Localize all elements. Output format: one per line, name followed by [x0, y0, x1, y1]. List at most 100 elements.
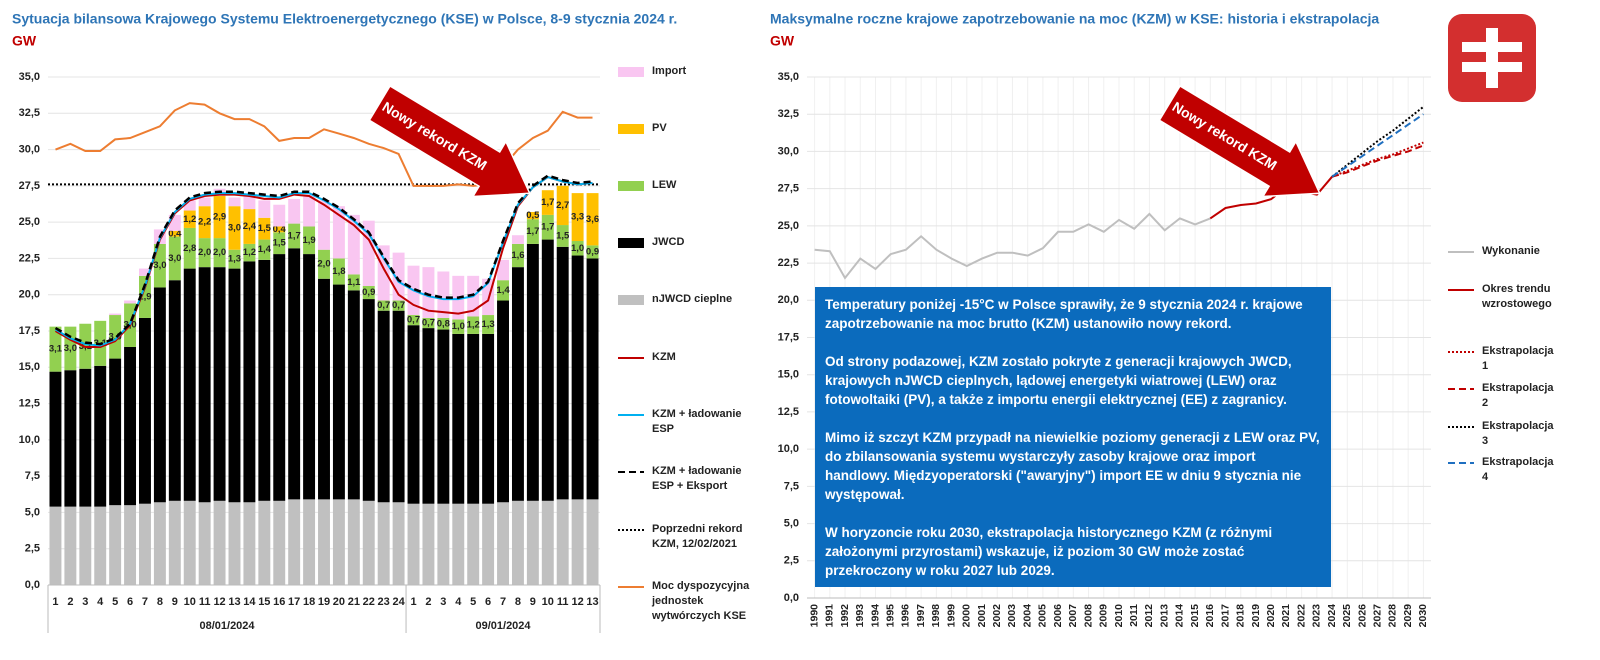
bar-segment	[511, 243, 524, 268]
data-label: 1,5	[556, 230, 570, 241]
bar-segment	[377, 300, 390, 311]
x-tick-label: 1	[410, 596, 416, 608]
x-tick-label: 1996	[900, 604, 912, 628]
bar-segment	[109, 313, 122, 316]
x-tick-label: 2007	[1067, 604, 1079, 628]
bar-segment	[541, 500, 554, 585]
bar-segment	[437, 317, 450, 330]
bar-segment	[347, 214, 360, 275]
x-tick-label: 12	[213, 596, 225, 608]
bar-segment	[437, 271, 450, 318]
bar-segment	[288, 198, 301, 224]
bar-segment	[228, 249, 241, 269]
bar-segment	[452, 319, 465, 334]
bar-segment	[168, 280, 181, 501]
x-tick-label: 24	[392, 596, 405, 608]
data-label: 1,5	[273, 238, 287, 249]
data-label: 0,4	[168, 228, 182, 239]
data-label: 0,4	[273, 224, 287, 235]
bar-segment	[318, 278, 330, 500]
chart-title: Maksymalne roczne krajowe zapotrzebowani…	[770, 11, 1379, 27]
x-tick-label: 1999	[945, 604, 957, 628]
y-tick-label: 20,0	[778, 294, 799, 306]
bar-segment	[243, 261, 256, 503]
x-tick-label: 2014	[1174, 604, 1186, 628]
bar-segment	[571, 193, 584, 242]
bar-segment	[541, 214, 554, 240]
data-label: 1,5	[258, 223, 272, 234]
data-label: 1,1	[347, 277, 361, 288]
bar-segment	[571, 255, 584, 500]
bar-segment	[497, 300, 509, 503]
legend-label: KZM + ładowanie ESP + Eksport	[652, 465, 742, 492]
y-tick-label: 32,5	[19, 107, 40, 119]
x-tick-label: 8	[515, 596, 521, 608]
y-tick-label: 22,5	[778, 257, 799, 269]
x-tick-label: 2012	[1143, 604, 1155, 628]
legend-label: Okres trendu wzrostowego	[1482, 283, 1552, 310]
y-tick-label: 12,5	[778, 406, 799, 418]
bar-segment	[303, 254, 316, 500]
data-label: 0,7	[422, 318, 435, 329]
bar-segment	[198, 267, 211, 503]
x-tick-label: 2025	[1341, 604, 1353, 628]
x-tick-label: 1994	[869, 604, 881, 628]
x-tick-label: 2015	[1189, 604, 1201, 628]
x-tick-label: 14	[243, 596, 256, 608]
data-label: 0,9	[362, 287, 375, 298]
bar-segment	[94, 365, 107, 507]
legend-label: KZM	[652, 351, 676, 363]
x-tick-label: 2030	[1417, 604, 1429, 628]
legend-swatch	[618, 181, 644, 191]
x-tick-label: 21	[348, 596, 360, 608]
data-label: 3,0	[168, 253, 181, 264]
data-label: 1,0	[571, 243, 584, 254]
data-label: 1,9	[302, 235, 315, 246]
x-tick-label: 2000	[961, 604, 973, 628]
bar-segment	[288, 499, 301, 585]
line	[1331, 113, 1424, 178]
data-label: 2,8	[183, 243, 196, 254]
bar-segment	[243, 209, 256, 244]
bar-segment	[511, 267, 524, 501]
bar-segment	[109, 315, 122, 359]
x-tick-label: 23	[378, 596, 390, 608]
bar-segment	[139, 503, 151, 585]
bar-segment	[213, 267, 226, 501]
info-paragraph: W horyzoncie roku 2030, ekstrapolacja hi…	[825, 525, 1273, 578]
bar-segment	[243, 502, 256, 585]
bar-segment	[407, 503, 420, 585]
line	[54, 174, 593, 346]
bar-segment	[183, 210, 196, 228]
bar-segment	[139, 317, 151, 504]
bar-segment	[64, 326, 77, 371]
bar-segment	[497, 280, 509, 301]
bar-segment	[541, 239, 554, 501]
bar-segment	[124, 346, 137, 506]
y-tick-label: 35,0	[778, 71, 799, 83]
bar-segment	[318, 499, 330, 585]
bar-segment	[482, 315, 495, 334]
legend-label: Import	[652, 65, 687, 77]
bar-segment	[79, 506, 92, 585]
x-tick-label: 2006	[1052, 604, 1064, 628]
legend-label: Ekstrapolacja 3	[1482, 420, 1554, 447]
bar-segment	[273, 204, 286, 227]
bar-segment	[168, 500, 181, 585]
bar-segment	[392, 502, 405, 585]
data-label: 2,4	[243, 221, 257, 232]
bar-segment	[318, 200, 330, 250]
x-tick-label: 22	[363, 596, 375, 608]
bar-segment	[303, 499, 316, 585]
x-tick-label: 9	[530, 596, 536, 608]
bar-segment	[198, 502, 211, 585]
y-tick-label: 15,0	[778, 369, 799, 381]
bar-segment	[198, 206, 211, 239]
data-label: 2,0	[213, 247, 226, 258]
x-tick-label: 2	[425, 596, 431, 608]
bar-segment	[183, 268, 196, 501]
bar-segment	[392, 300, 405, 311]
y-tick-label: 30,0	[19, 143, 40, 155]
y-tick-label: 7,5	[784, 480, 799, 492]
